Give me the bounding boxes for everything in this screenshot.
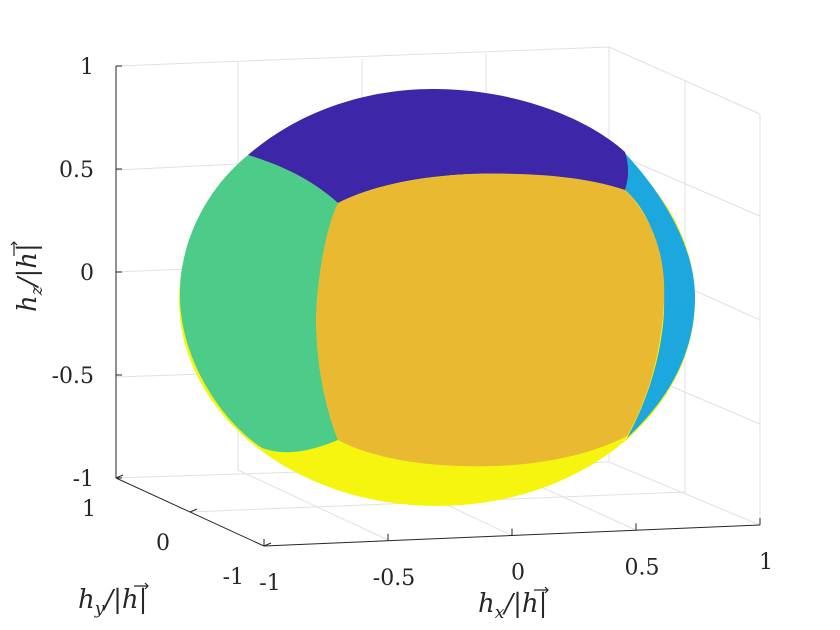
y-tick-2: [115, 474, 124, 479]
z-tick-label-1: -0.5: [52, 364, 94, 389]
x-tick-label-2: 0: [511, 561, 525, 586]
x-tick-label-4: 1: [759, 550, 773, 575]
y-tick-0: [263, 542, 272, 547]
x-tick-label-3: 0.5: [625, 555, 660, 580]
y-tick-label-1: 0: [156, 531, 170, 556]
z-tick-label-3: 0.5: [59, 158, 94, 183]
y-label-arrow-icon: [134, 582, 149, 590]
y-tick-label-2: 1: [82, 497, 96, 522]
z-axis-label: hz/|h|: [13, 243, 47, 312]
x-tick-label-1: -0.5: [373, 566, 415, 591]
sphere-surface: [179, 88, 696, 506]
y-tick-1: [189, 508, 198, 513]
x-axis-label: hx/|h|: [478, 589, 547, 623]
y-axis-label: hy/|h|: [78, 585, 147, 619]
z-label-arrow-icon: [10, 241, 18, 256]
region-cyan: [622, 150, 696, 438]
z-tick-label-2: 0: [80, 261, 94, 286]
tick-marks: [115, 65, 761, 547]
y-tick-label-0: -1: [223, 565, 244, 590]
x-label-arrow-icon: [534, 586, 549, 594]
z-tick-label-0: -1: [73, 467, 94, 492]
region-blue: [248, 88, 629, 203]
z-tick-label-4: 1: [80, 55, 94, 80]
region-green: [179, 155, 338, 453]
tick-labels: -1 -0.5 0 0.5 1 -1 -0.5 0 0.5 1 -1 0 1: [52, 55, 773, 596]
x-tick-label-0: -1: [259, 571, 280, 596]
region-orange: [316, 173, 665, 467]
axis-labels: hx/|h| hy/|h| hz/|h|: [10, 241, 549, 623]
